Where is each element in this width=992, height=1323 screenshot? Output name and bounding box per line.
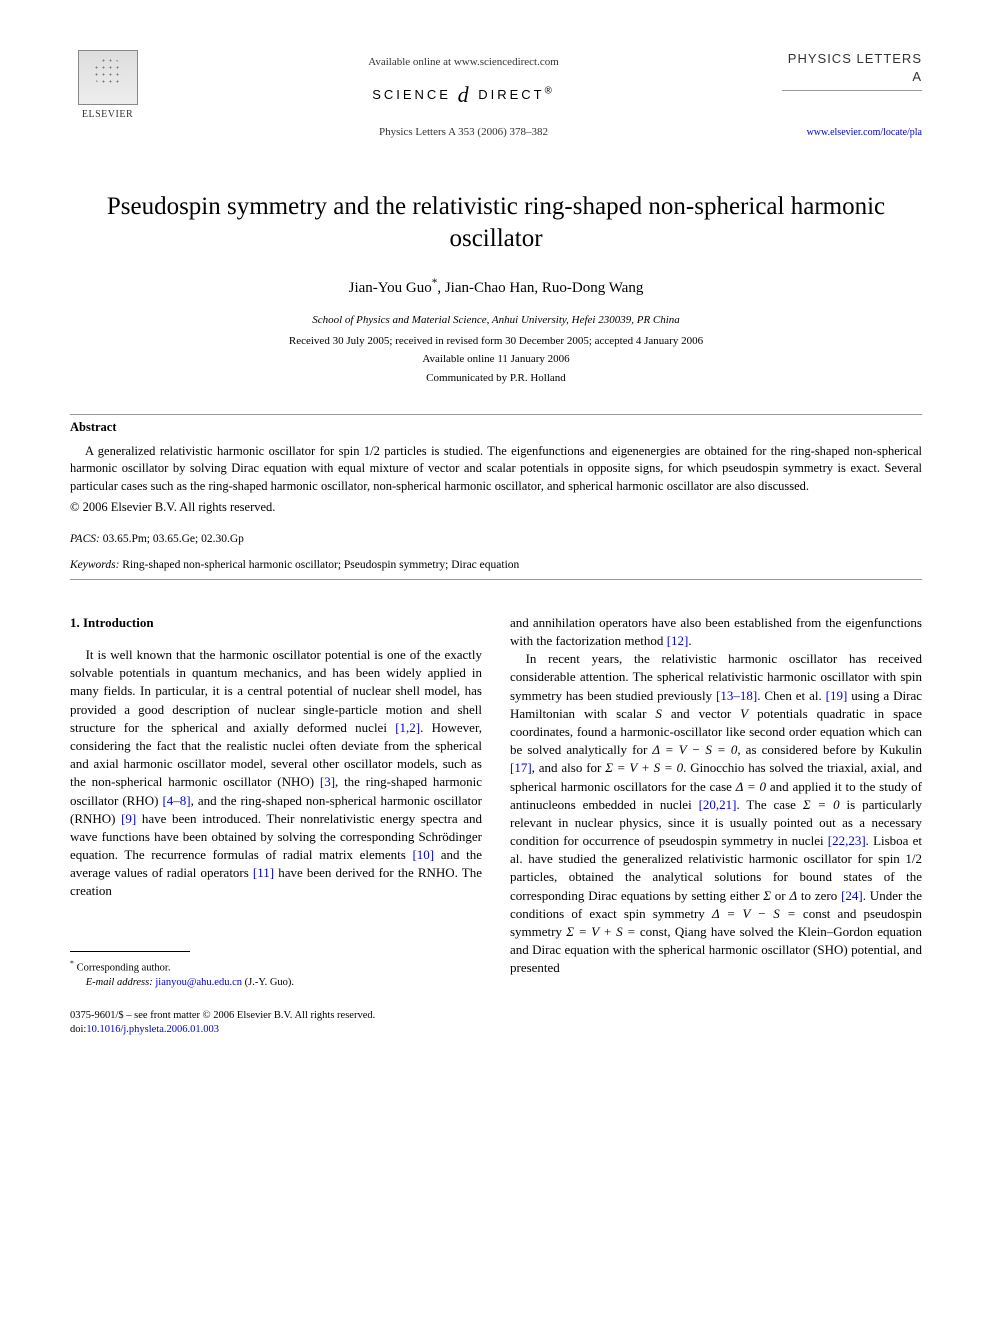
keywords: Keywords: Ring-shaped non-spherical harm… [70,557,922,573]
author-1: Jian-You Guo [349,280,432,296]
author-rest: Jian-Chao Han, Ruo-Dong Wang [445,280,644,296]
abstract-text: A generalized relativistic harmonic osci… [70,443,922,496]
ref-4-8[interactable]: [4–8] [162,793,190,808]
available-online-text: Available online at www.sciencedirect.co… [145,55,782,70]
footer-info: 0375-9601/$ – see front matter © 2006 El… [70,1009,482,1038]
page-header: ELSEVIER Available online at www.science… [70,50,922,141]
elsevier-tree-icon [78,50,138,105]
sd-at-icon: d [458,82,472,107]
received-dates: Received 30 July 2005; received in revis… [70,334,922,349]
abstract-rule-top [70,414,922,415]
ref-17[interactable]: [17] [510,760,532,775]
journal-name: PHYSICS LETTERS A [782,50,922,86]
abstract-rule-bottom [70,579,922,580]
pacs-codes: 03.65.Pm; 03.65.Ge; 02.30.Gp [100,533,244,545]
section-1-heading: 1. Introduction [70,614,482,632]
ref-12[interactable]: [12] [667,633,689,648]
column-right: and annihilation operators have also bee… [510,614,922,1038]
pacs-label: PACS: [70,533,100,545]
doi-label: doi: [70,1024,86,1035]
ref-20-21[interactable]: [20,21] [699,797,737,812]
intro-paragraph-1-cont: and annihilation operators have also bee… [510,614,922,650]
keywords-text: Ring-shaped non-spherical harmonic oscil… [119,559,519,571]
author-email[interactable]: jianyou@ahu.edu.cn [155,977,242,988]
ref-10[interactable]: [10] [412,847,434,862]
intro-paragraph-2: In recent years, the relativistic harmon… [510,650,922,977]
sd-right: DIRECT [478,87,544,102]
sd-left: SCIENCE [372,87,451,102]
elsevier-text: ELSEVIER [70,108,145,122]
ref-11[interactable]: [11] [253,865,274,880]
journal-url[interactable]: www.elsevier.com/locate/pla [782,126,922,140]
ref-19[interactable]: [19] [826,688,848,703]
intro-paragraph-1: It is well known that the harmonic oscil… [70,646,482,901]
ref-13-18[interactable]: [13–18] [716,688,757,703]
authors: Jian-You Guo*, Jian-Chao Han, Ruo-Dong W… [70,276,922,299]
ref-1-2[interactable]: [1,2] [395,720,420,735]
elsevier-logo: ELSEVIER [70,50,145,122]
article-title: Pseudospin symmetry and the relativistic… [100,191,892,256]
available-date: Available online 11 January 2006 [70,352,922,367]
keywords-label: Keywords: [70,559,119,571]
body-columns: 1. Introduction It is well known that th… [70,614,922,1038]
email-label: E-mail address: [86,977,153,988]
science-direct-logo: SCIENCE d DIRECT® [145,80,782,111]
column-left: 1. Introduction It is well known that th… [70,614,482,1038]
ref-22-23[interactable]: [22,23] [828,833,866,848]
journal-rule [782,90,922,91]
header-center: Available online at www.sciencedirect.co… [145,50,782,141]
ref-3[interactable]: [3] [320,774,335,789]
ref-24[interactable]: [24] [841,888,863,903]
journal-reference: Physics Letters A 353 (2006) 378–382 [145,125,782,140]
front-matter: 0375-9601/$ – see front matter © 2006 El… [70,1010,375,1021]
pacs: PACS: 03.65.Pm; 03.65.Ge; 02.30.Gp [70,531,922,547]
communicated-by: Communicated by P.R. Holland [70,371,922,386]
header-right: PHYSICS LETTERS A www.elsevier.com/locat… [782,50,922,140]
ref-9[interactable]: [9] [121,811,136,826]
affiliation: School of Physics and Material Science, … [70,313,922,328]
abstract-heading: Abstract [70,419,922,437]
footnote-corresponding: * Corresponding author. E-mail address: … [70,958,482,991]
footnote-separator [70,951,190,952]
doi-link[interactable]: 10.1016/j.physleta.2006.01.003 [86,1024,219,1035]
copyright: © 2006 Elsevier B.V. All rights reserved… [70,499,922,517]
